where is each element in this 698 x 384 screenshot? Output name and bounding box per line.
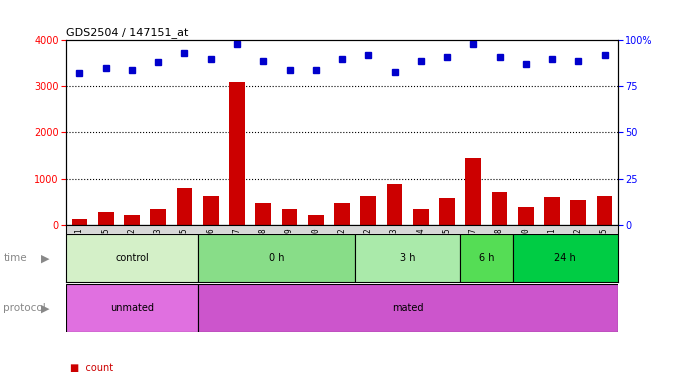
Bar [491, 192, 507, 225]
Text: GSM112935: GSM112935 [101, 227, 110, 269]
Bar [355, 234, 460, 282]
Text: ■  count: ■ count [70, 363, 113, 373]
Bar [229, 82, 245, 225]
Text: GDS2504 / 147151_at: GDS2504 / 147151_at [66, 27, 188, 38]
Text: unmated: unmated [110, 303, 154, 313]
Bar [98, 212, 114, 225]
Text: GSM112971: GSM112971 [548, 227, 556, 269]
Bar [334, 203, 350, 225]
Bar [439, 199, 455, 225]
Bar [203, 196, 218, 225]
Text: GSM112946: GSM112946 [206, 227, 215, 269]
Text: GSM112970: GSM112970 [521, 227, 530, 269]
Bar [460, 234, 513, 282]
Bar [124, 215, 140, 225]
Bar [387, 184, 403, 225]
Text: protocol: protocol [3, 303, 46, 313]
Text: 24 h: 24 h [554, 253, 576, 263]
Bar [150, 209, 166, 225]
Text: ▶: ▶ [40, 253, 49, 263]
Bar [513, 234, 618, 282]
Text: 0 h: 0 h [269, 253, 284, 263]
Text: 6 h: 6 h [479, 253, 494, 263]
Text: GSM112968: GSM112968 [495, 227, 504, 269]
Text: GSM112963: GSM112963 [390, 227, 399, 269]
Text: GSM112942: GSM112942 [128, 227, 136, 269]
Text: GSM112945: GSM112945 [180, 227, 189, 269]
Text: GSM112964: GSM112964 [416, 227, 425, 269]
Bar [518, 207, 534, 225]
Bar [198, 234, 355, 282]
Bar [255, 203, 271, 225]
Bar [281, 209, 297, 225]
Bar [66, 284, 198, 332]
Bar [308, 215, 324, 225]
Text: 3 h: 3 h [400, 253, 415, 263]
Text: GSM112950: GSM112950 [311, 227, 320, 269]
Bar [66, 234, 198, 282]
Text: GSM112931: GSM112931 [75, 227, 84, 269]
Text: GSM112947: GSM112947 [232, 227, 242, 269]
Bar [198, 284, 618, 332]
Text: mated: mated [392, 303, 424, 313]
Bar [466, 158, 481, 225]
Bar [177, 188, 193, 225]
Text: GSM112962: GSM112962 [364, 227, 373, 269]
Bar [413, 209, 429, 225]
Bar [72, 218, 87, 225]
Bar [544, 197, 560, 225]
Bar [597, 196, 612, 225]
Bar [360, 196, 376, 225]
Bar [570, 200, 586, 225]
Text: GSM112948: GSM112948 [259, 227, 268, 269]
Text: GSM112972: GSM112972 [574, 227, 583, 269]
Text: time: time [3, 253, 27, 263]
Text: GSM112967: GSM112967 [469, 227, 478, 269]
Text: ▶: ▶ [40, 303, 49, 313]
Text: control: control [115, 253, 149, 263]
Text: GSM112965: GSM112965 [443, 227, 452, 269]
Text: GSM112952: GSM112952 [338, 227, 346, 269]
Text: GSM112943: GSM112943 [154, 227, 163, 269]
Text: GSM113345: GSM113345 [600, 227, 609, 269]
Text: GSM112949: GSM112949 [285, 227, 294, 269]
